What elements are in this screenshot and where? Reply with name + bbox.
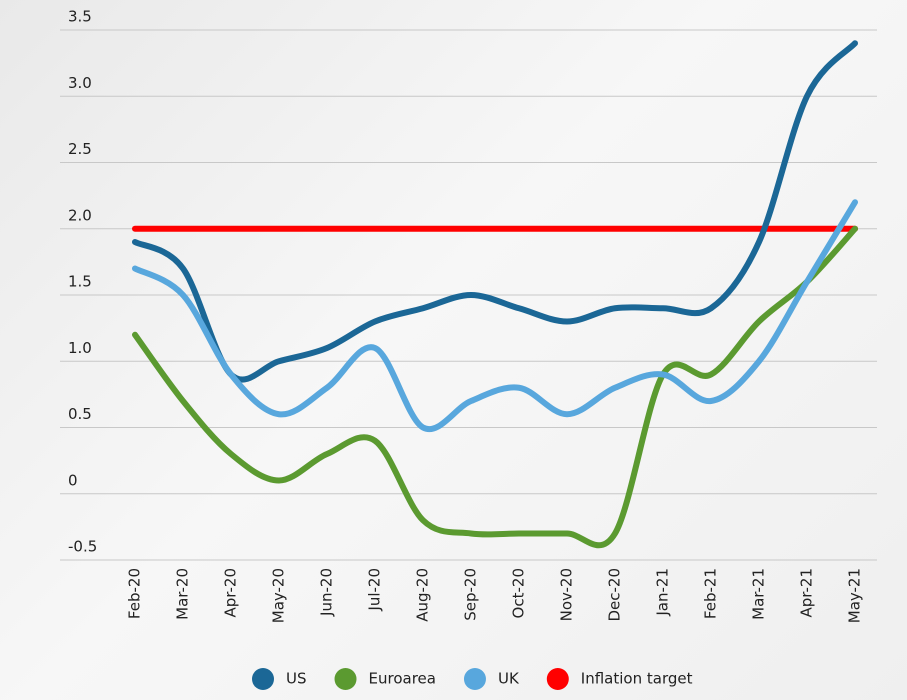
x-tick-label: Jun-20 [318, 568, 336, 617]
x-tick-label: Nov-20 [558, 568, 576, 621]
y-tick-label: -0.5 [68, 538, 97, 556]
y-tick-label: 1.0 [68, 339, 92, 357]
line-series [132, 199, 858, 433]
legend-marker [546, 668, 569, 690]
legend-marker [463, 668, 486, 690]
x-tick-label: Aug-20 [414, 568, 432, 622]
x-tick-label: Sep-20 [462, 568, 480, 621]
legend-marker [252, 668, 274, 690]
y-tick-label: 2.0 [68, 206, 92, 224]
x-tick-label: Apr-21 [798, 568, 816, 618]
legend-label: US [286, 670, 307, 688]
x-tick-label: Jan-21 [654, 568, 672, 617]
legend-label: Inflation target [581, 670, 693, 688]
x-tick-label: Dec-20 [606, 568, 624, 622]
y-tick-label: 0.5 [68, 405, 92, 423]
line-series [132, 225, 858, 549]
x-tick-label: Feb-20 [126, 568, 144, 619]
line-series [132, 40, 858, 383]
y-tick-label: 2.5 [68, 140, 92, 158]
x-tick-label: Feb-21 [702, 568, 720, 619]
legend-label: UK [498, 670, 520, 688]
x-tick-label: Mar-21 [750, 568, 768, 620]
x-tick-label: Mar-20 [174, 568, 192, 620]
y-tick-label: 3.5 [68, 8, 92, 26]
x-tick-label: May-21 [846, 568, 864, 623]
x-tick-label: May-20 [270, 568, 288, 623]
legend-label: Euroarea [369, 670, 436, 688]
y-tick-label: 0 [68, 471, 78, 489]
legend-marker [334, 668, 357, 690]
y-tick-label: 1.5 [68, 273, 92, 291]
x-tick-label: Oct-20 [510, 568, 528, 618]
x-tick-label: Jul-20 [366, 568, 384, 612]
x-tick-label: Apr-20 [222, 568, 240, 618]
y-tick-label: 3.0 [68, 74, 92, 92]
